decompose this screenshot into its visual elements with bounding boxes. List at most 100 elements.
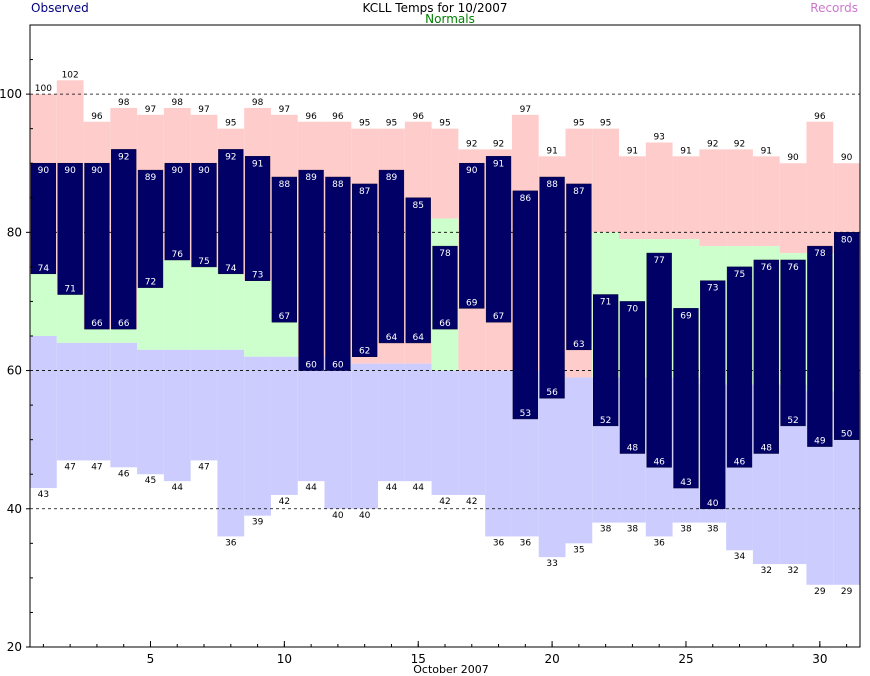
observed-high-label: 91 bbox=[493, 159, 504, 169]
observed-low-label: 60 bbox=[305, 361, 317, 371]
record-low-label: 35 bbox=[573, 545, 584, 555]
normal-band bbox=[270, 322, 298, 357]
record-high-label: 98 bbox=[172, 98, 184, 108]
record-low-label: 42 bbox=[439, 497, 450, 507]
observed-high-label: 76 bbox=[761, 263, 773, 273]
record-high-label: 92 bbox=[707, 139, 718, 149]
record-high-label: 91 bbox=[761, 146, 772, 156]
record-low-label: 43 bbox=[38, 490, 49, 500]
record-high-label: 90 bbox=[841, 153, 853, 163]
record-high-label: 93 bbox=[653, 132, 664, 142]
record-low-label: 38 bbox=[600, 525, 612, 535]
observed-high-label: 80 bbox=[841, 235, 853, 245]
record-low-label: 38 bbox=[627, 525, 639, 535]
record-low-band bbox=[404, 363, 432, 482]
observed-high-label: 89 bbox=[386, 173, 398, 183]
observed-high-label: 88 bbox=[332, 180, 344, 190]
record-low-band bbox=[83, 342, 111, 461]
x-tick-label: 30 bbox=[812, 652, 827, 666]
observed-low-label: 75 bbox=[198, 257, 209, 267]
record-high-label: 95 bbox=[359, 119, 370, 129]
observed-low-label: 50 bbox=[841, 430, 853, 440]
record-low-label: 44 bbox=[412, 483, 424, 493]
record-high-band bbox=[726, 149, 753, 247]
observed-high-label: 78 bbox=[439, 249, 451, 259]
record-low-label: 36 bbox=[225, 538, 237, 548]
observed-high-label: 87 bbox=[359, 187, 370, 197]
y-tick-label: 80 bbox=[7, 225, 22, 239]
record-high-label: 97 bbox=[520, 105, 531, 115]
normal-band bbox=[56, 294, 84, 343]
record-low-label: 32 bbox=[787, 566, 798, 576]
observed-bar bbox=[84, 162, 110, 330]
observed-bar bbox=[352, 183, 378, 357]
observed-bar bbox=[244, 156, 271, 281]
observed-bar bbox=[753, 259, 779, 454]
observed-high-label: 78 bbox=[814, 249, 826, 259]
record-high-label: 92 bbox=[493, 139, 504, 149]
record-high-label: 96 bbox=[814, 112, 826, 122]
record-low-label: 39 bbox=[252, 518, 264, 528]
observed-bar bbox=[646, 252, 672, 468]
observed-bar bbox=[298, 169, 324, 371]
observed-high-label: 90 bbox=[172, 166, 184, 176]
record-high-label: 91 bbox=[546, 146, 557, 156]
record-low-band bbox=[378, 363, 405, 482]
normal-band bbox=[137, 287, 164, 350]
record-low-label: 33 bbox=[546, 559, 557, 569]
chart-title: KCLL Temps for 10/2007 bbox=[362, 1, 508, 15]
observed-high-label: 71 bbox=[600, 298, 611, 308]
record-high-label: 92 bbox=[466, 139, 477, 149]
normal-band bbox=[30, 273, 57, 336]
observed-high-label: 87 bbox=[573, 187, 584, 197]
record-low-band bbox=[431, 370, 459, 495]
record-low-band bbox=[56, 342, 84, 461]
observed-high-label: 92 bbox=[225, 152, 236, 162]
record-low-label: 44 bbox=[386, 483, 398, 493]
record-high-label: 98 bbox=[118, 98, 130, 108]
record-high-label: 97 bbox=[198, 105, 209, 115]
normal-band bbox=[83, 329, 111, 343]
observed-bar bbox=[459, 162, 485, 309]
normal-band bbox=[244, 280, 271, 357]
record-high-label: 95 bbox=[573, 119, 584, 129]
record-low-band bbox=[458, 370, 486, 495]
x-tick-label: 15 bbox=[411, 652, 426, 666]
record-high-label: 96 bbox=[332, 112, 344, 122]
observed-high-label: 76 bbox=[787, 263, 799, 273]
y-tick-label: 100 bbox=[0, 87, 22, 101]
y-tick-label: 20 bbox=[7, 640, 22, 654]
record-low-label: 47 bbox=[198, 462, 209, 472]
observed-legend-label: Observed bbox=[31, 1, 89, 15]
record-high-label: 91 bbox=[627, 146, 638, 156]
record-low-band bbox=[30, 336, 57, 489]
x-tick-label: 25 bbox=[678, 652, 693, 666]
observed-high-label: 85 bbox=[412, 201, 423, 211]
observed-high-label: 90 bbox=[64, 166, 76, 176]
record-high-band bbox=[592, 128, 620, 233]
observed-low-label: 66 bbox=[118, 319, 130, 329]
record-low-band bbox=[485, 370, 512, 537]
record-low-band bbox=[110, 342, 138, 468]
observed-bar bbox=[700, 280, 726, 510]
observed-high-label: 89 bbox=[305, 173, 317, 183]
y-tick-label: 60 bbox=[7, 364, 22, 378]
record-high-label: 97 bbox=[145, 105, 156, 115]
record-low-band bbox=[324, 356, 352, 509]
observed-high-label: 75 bbox=[734, 270, 745, 280]
observed-bar bbox=[566, 183, 592, 351]
observed-high-label: 86 bbox=[520, 194, 532, 204]
record-low-label: 44 bbox=[305, 483, 317, 493]
observed-low-label: 52 bbox=[787, 416, 798, 426]
observed-bar bbox=[432, 245, 458, 330]
record-low-band bbox=[244, 356, 271, 516]
record-high-label: 97 bbox=[279, 105, 290, 115]
observed-bar bbox=[593, 294, 619, 427]
normal-band bbox=[110, 329, 138, 343]
observed-bar bbox=[218, 149, 244, 275]
record-low-label: 36 bbox=[653, 538, 665, 548]
observed-bar bbox=[673, 308, 699, 489]
record-low-band bbox=[163, 349, 191, 482]
observed-low-label: 63 bbox=[573, 340, 584, 350]
observed-low-label: 43 bbox=[680, 478, 691, 488]
